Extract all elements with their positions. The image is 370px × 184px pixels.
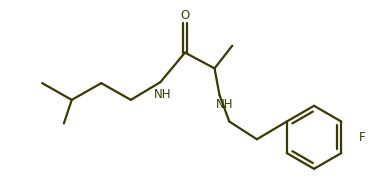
Text: O: O (181, 9, 190, 22)
Text: NH: NH (216, 98, 233, 111)
Text: NH: NH (154, 89, 171, 101)
Text: F: F (359, 131, 366, 144)
